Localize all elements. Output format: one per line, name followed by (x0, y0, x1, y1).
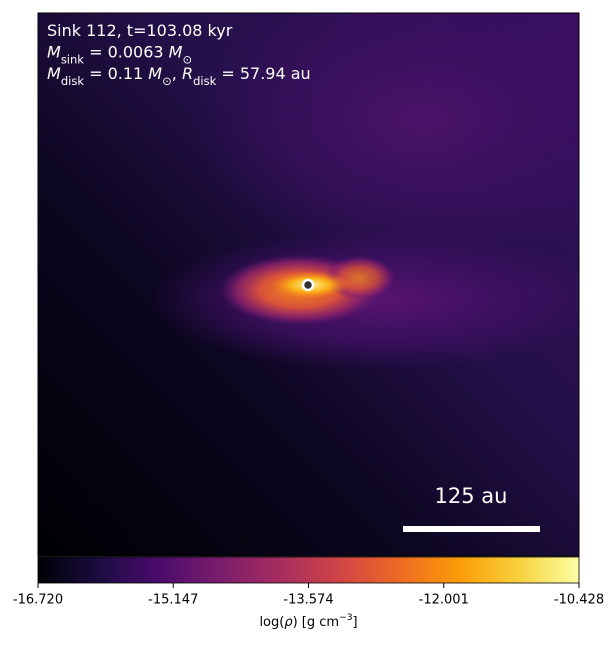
annotation-part: ⊙ (182, 52, 192, 66)
annotation-part: M (47, 64, 61, 83)
colorbar-tick-label: -12.001 (419, 593, 469, 608)
colorbar-label-part: ρ (284, 615, 293, 630)
annotation-part: ⊙ (162, 74, 172, 88)
annotation-part: = 57.94 au (216, 64, 310, 83)
annotation-part: disk (61, 74, 85, 88)
annotation-part: M (169, 42, 183, 61)
annotation: Mdisk = 0.11 M⊙, Rdisk = 57.94 au (47, 64, 311, 88)
annotation-part: sink (61, 52, 84, 66)
colorbar-label: log(ρ) [g cm−3] (259, 613, 357, 630)
annotation-part: disk (193, 74, 217, 88)
annotation-part: M (148, 64, 162, 83)
colorbar-tick-label: -15.147 (148, 593, 198, 608)
colorbar (37, 556, 580, 584)
density-map (38, 13, 579, 556)
colorbar-label-part: −3 (339, 613, 353, 623)
frame (37, 12, 580, 557)
colorbar-tick-label: -10.428 (554, 593, 604, 608)
colorbar-tick-label: -16.720 (13, 593, 63, 608)
colorbar-label-part: ] (352, 615, 357, 630)
annotation: Msink = 0.0063 M⊙ (47, 42, 192, 66)
colorbar-label-part: ) [g cm (293, 615, 339, 630)
annotation: Sink 112, t=103.08 kyr (47, 21, 233, 40)
scale-bar-label: 125 au (435, 484, 508, 508)
sink-marker (301, 278, 315, 292)
annotation-part: = 0.0063 (84, 42, 169, 61)
colorbar-label-part: log( (259, 615, 284, 630)
annotation-part: , (172, 64, 182, 83)
annotation-part: = 0.11 (84, 64, 148, 83)
colorbar-tick-label: -13.574 (283, 593, 333, 608)
annotation-part: Sink 112, t=103.08 kyr (47, 21, 233, 40)
annotation-part: R (182, 64, 193, 83)
annotation-part: M (47, 42, 61, 61)
